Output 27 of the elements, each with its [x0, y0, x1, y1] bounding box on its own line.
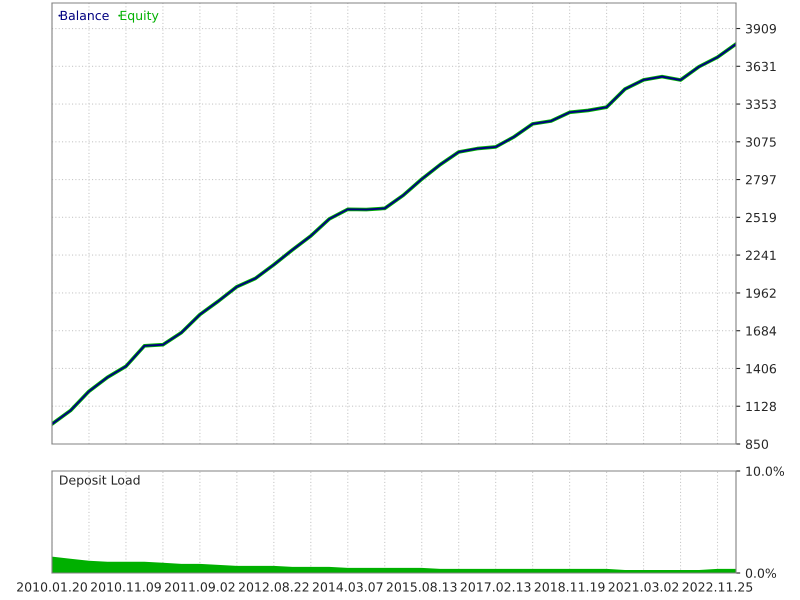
y-tick-label: 2519 [746, 212, 776, 222]
x-tick-label: 2018.11.19 [534, 582, 605, 592]
legend-label: Equity [120, 10, 159, 23]
x-tick-label: 2014.03.07 [312, 582, 382, 592]
x-tick-label: 2010.11.09 [91, 582, 161, 592]
x-tick-label: 2017.02.13 [460, 582, 530, 592]
y-tick-label: 1962 [746, 288, 776, 298]
y-tick-label: 2797 [746, 175, 776, 184]
x-tick-label: 2010.01.20 [17, 582, 87, 592]
y-tick-label: 3631 [746, 62, 776, 72]
y-tick-label: 3075 [746, 137, 776, 147]
y-tick-label: 3353 [746, 100, 776, 109]
y-tick-label: 1684 [746, 326, 776, 336]
y-tick-label: 1406 [746, 364, 776, 374]
x-tick-label: 2012.08.22 [238, 582, 308, 592]
chart-title: Deposit Load [60, 475, 140, 488]
x-tick-label: 2021.03.02 [608, 582, 678, 592]
x-tick-label: 2022.11.25 [682, 582, 752, 592]
y-tick-label: 0.0% [746, 568, 776, 578]
y-tick-label: 10.0% [746, 466, 784, 476]
y-tick-label: 850 [746, 439, 768, 449]
y-tick-label: 1128 [746, 402, 776, 412]
legend-label: Balance [60, 10, 109, 20]
y-tick-label: 2241 [746, 250, 776, 260]
y-tick-label: 3909 [746, 24, 776, 34]
x-tick-label: 2011.09.02 [165, 582, 234, 592]
x-tick-label: 2015.08.13 [386, 582, 457, 592]
